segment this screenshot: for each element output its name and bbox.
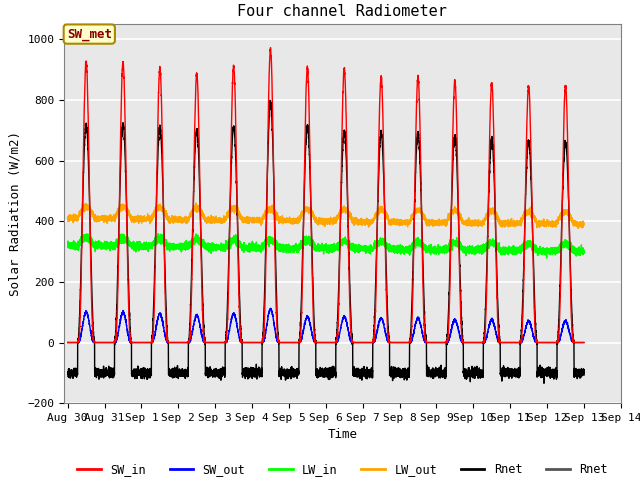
Title: Four channel Radiometer: Four channel Radiometer	[237, 4, 447, 19]
Y-axis label: Solar Radiation (W/m2): Solar Radiation (W/m2)	[9, 131, 22, 296]
X-axis label: Time: Time	[328, 429, 357, 442]
Legend: SW_in, SW_out, LW_in, LW_out, Rnet, Rnet: SW_in, SW_out, LW_in, LW_out, Rnet, Rnet	[72, 458, 612, 480]
Text: SW_met: SW_met	[67, 27, 112, 41]
